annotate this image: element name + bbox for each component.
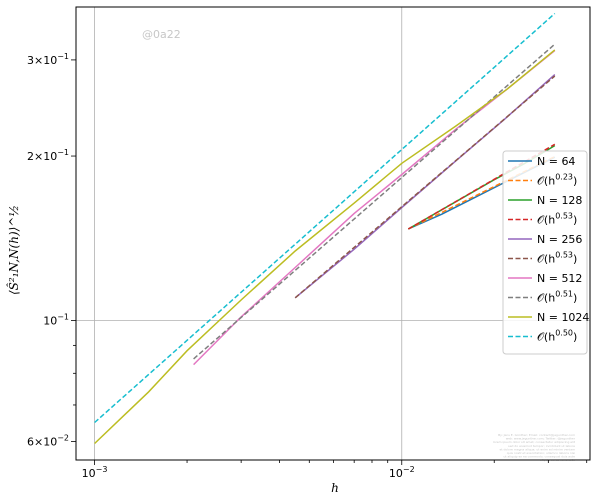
legend-box (502, 150, 588, 355)
legend-label: N = 1024 (537, 311, 589, 324)
legend-label: 𝒪(h0.50) (537, 329, 577, 344)
series-line (407, 143, 556, 230)
fine-print-line: ut aliquip ex ea commodo; consequat duis… (503, 455, 575, 459)
y-axis-label: ⟨Ŝ²₁N,N(h)⟩^½ (5, 205, 21, 295)
series-line (94, 49, 556, 445)
y-tick-label: 3×10−1 (27, 52, 69, 67)
y-tick-label: 10−1 (43, 312, 69, 327)
legend-label: N = 64 (537, 155, 575, 168)
fine-print-line: web: www.jegunther.com; Twitter: @jegunt… (506, 437, 576, 441)
fine-print-line: By: Jens E. Günther; Email: contact@jegu… (498, 433, 575, 437)
legend-label: N = 256 (537, 233, 582, 246)
legend-label: N = 128 (537, 194, 582, 207)
fine-print-line: sed do eiusmod tempor; incididunt ut lab… (508, 444, 575, 448)
fine-print-line: et dolore magna aliqua; ut enim ad minim… (500, 447, 576, 451)
x-tick-label: 10−3 (82, 465, 108, 480)
y-tick-label: 6×10−2 (27, 434, 69, 449)
axis-ticks: 10−3 10−2 6×10−2 10−1 2×10−1 3×10−1 (27, 52, 588, 480)
y-tick-label: 2×10−1 (27, 148, 69, 163)
legend-label: 𝒪(h0.53) (537, 212, 577, 227)
fine-print-block: By: Jens E. Günther; Email: contact@jegu… (493, 433, 576, 462)
watermark-text: @0a22 (142, 28, 181, 41)
series-line (94, 12, 556, 424)
plot-series (94, 12, 556, 445)
watermark-group: @0a22 (142, 28, 181, 41)
legend: N = 64 𝒪(h0.23) N = 128 𝒪(h0.53) N = 256 𝒪(h0… (502, 150, 589, 355)
legend-label: N = 512 (537, 272, 582, 285)
series-line (294, 75, 556, 299)
legend-label: 𝒪(h0.51) (537, 290, 577, 305)
series-line (193, 43, 556, 360)
plot-frame (75, 6, 591, 461)
x-axis-label: h (331, 481, 339, 495)
series-line (193, 50, 556, 366)
fine-print-line: lorem ipsum dolor sit amet; consectetur … (493, 440, 576, 444)
fine-print-line: quis nostrud exercitation; ullamco labor… (507, 451, 575, 455)
legend-label: 𝒪(h0.23) (537, 173, 577, 188)
x-tick-label: 10−2 (389, 465, 415, 480)
legend-label: 𝒪(h0.53) (537, 251, 577, 266)
